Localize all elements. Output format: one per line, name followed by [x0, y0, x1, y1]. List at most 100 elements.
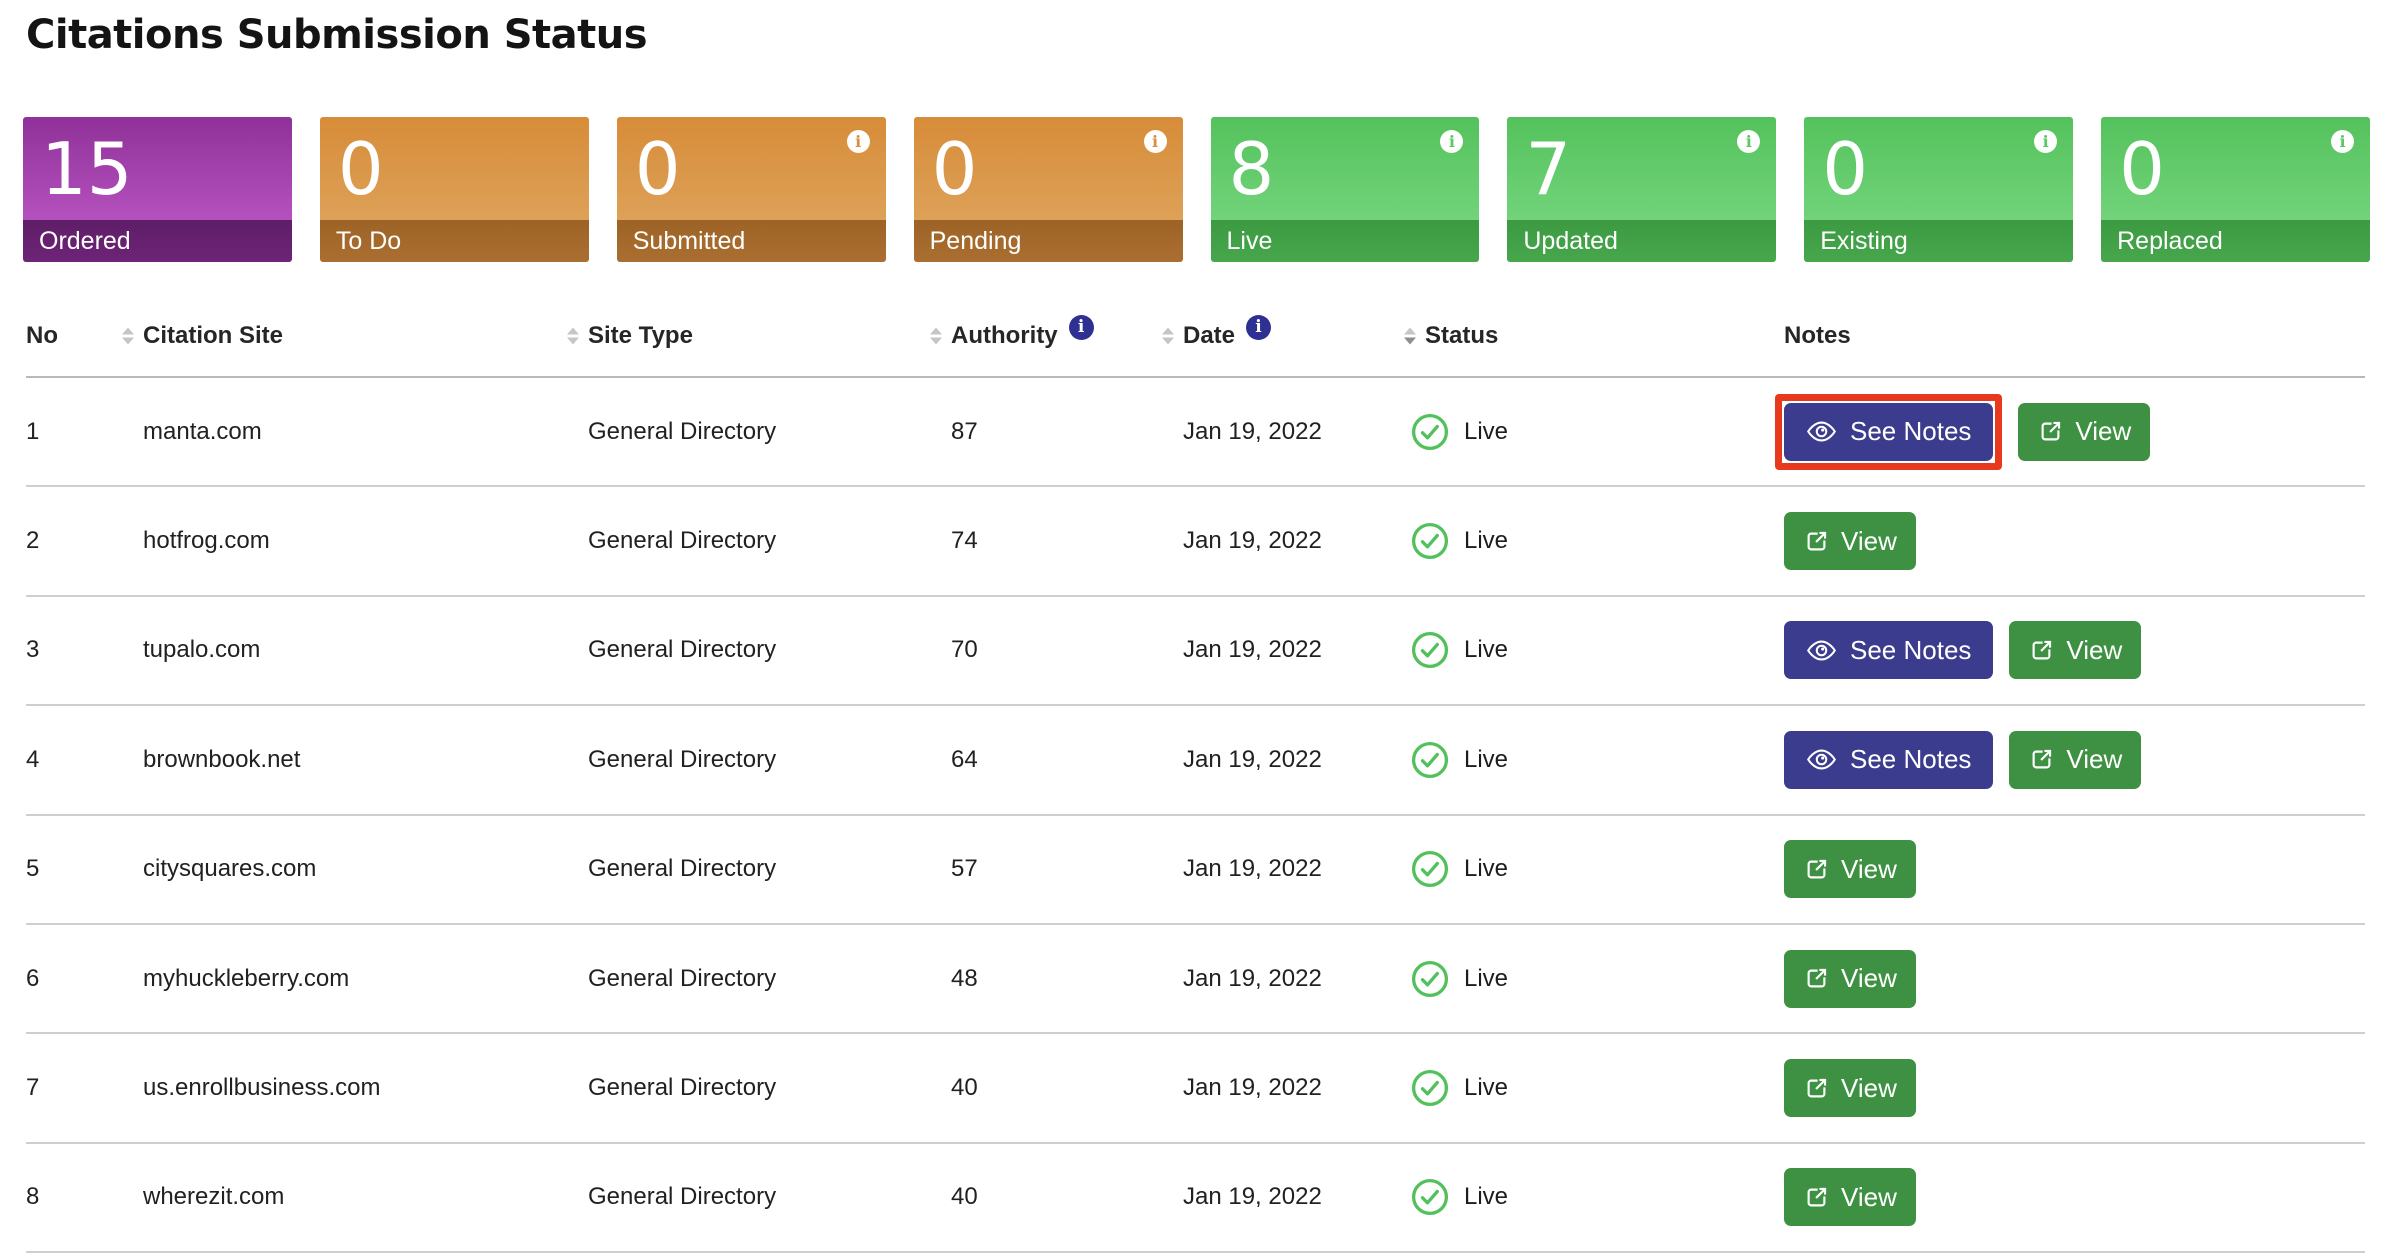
table-row: 3 tupalo.com General Directory 70 Jan 19…: [26, 597, 2365, 707]
row-number: 4: [26, 745, 40, 773]
status-badge: Live: [1411, 522, 1784, 560]
authority-score: 87: [951, 417, 978, 445]
view-button[interactable]: View: [1784, 1168, 1916, 1227]
info-icon[interactable]: [1246, 314, 1272, 340]
check-circle-icon: [1411, 632, 1449, 669]
sort-icon[interactable]: [1162, 327, 1174, 345]
view-button[interactable]: View: [1784, 512, 1916, 571]
info-icon[interactable]: [1440, 130, 1464, 153]
view-button[interactable]: View: [2018, 402, 2151, 461]
status-badge: Live: [1411, 413, 1784, 451]
eye-icon: [1807, 640, 1836, 661]
check-circle-icon: [1411, 413, 1449, 450]
submission-date: Jan 19, 2022: [1183, 527, 1322, 555]
info-icon[interactable]: [1143, 130, 1167, 153]
view-label: View: [1841, 1072, 1897, 1103]
authority-score: 70: [951, 636, 978, 664]
authority-score: 40: [951, 1074, 978, 1102]
see-notes-button[interactable]: See Notes: [1784, 621, 1994, 680]
authority-score: 74: [951, 527, 978, 555]
sort-icon[interactable]: [1404, 327, 1416, 345]
summary-card-todo[interactable]: 0 To Do: [319, 117, 589, 262]
row-number: 1: [26, 417, 40, 445]
citation-site: hotfrog.com: [143, 527, 270, 555]
column-header-date[interactable]: Date: [1162, 314, 1425, 350]
summary-card-submitted[interactable]: 0 Submitted: [616, 117, 886, 262]
status-label: Live: [1464, 1074, 1509, 1102]
view-button[interactable]: View: [1784, 840, 1916, 899]
view-label: View: [2066, 634, 2123, 665]
view-button[interactable]: View: [2009, 621, 2142, 680]
eye-icon: [1807, 421, 1836, 442]
card-label: Live: [1210, 220, 1480, 262]
status-label: Live: [1464, 964, 1509, 992]
info-icon[interactable]: [2331, 130, 2354, 153]
sort-icon[interactable]: [930, 327, 942, 345]
info-icon[interactable]: [846, 130, 870, 153]
summary-card-live[interactable]: 8 Live: [1210, 117, 1480, 262]
see-notes-button[interactable]: See Notes: [1784, 730, 1994, 789]
table-row: 5 citysquares.com General Directory 57 J…: [26, 816, 2365, 925]
check-circle-icon: [1411, 523, 1449, 560]
view-button[interactable]: View: [1784, 1059, 1916, 1118]
site-type: General Directory: [588, 745, 777, 773]
see-notes-label: See Notes: [1850, 416, 1972, 447]
summary-card-existing[interactable]: 0 Existing: [1804, 117, 2074, 262]
card-label: Replaced: [2101, 220, 2370, 262]
summary-card-pending[interactable]: 0 Pending: [913, 117, 1183, 262]
row-number: 5: [26, 855, 40, 883]
column-header-authority[interactable]: Authority: [930, 314, 1183, 350]
summary-card-ordered[interactable]: 15 Ordered: [23, 117, 292, 262]
external-link-icon: [2032, 640, 2052, 660]
table-row: 4 brownbook.net General Directory 64 Jan…: [26, 706, 2365, 816]
table-header: No Citation Site Site Type Authority Dat…: [26, 296, 2365, 378]
table-row: 6 myhuckleberry.com General Directory 48…: [26, 925, 2365, 1035]
card-top: 8: [1210, 117, 1480, 220]
submission-date: Jan 19, 2022: [1183, 745, 1322, 773]
info-icon[interactable]: [2034, 130, 2058, 153]
summary-card-replaced[interactable]: 0 Replaced: [2101, 117, 2370, 262]
card-value: 0: [1822, 126, 1869, 211]
sort-icon[interactable]: [122, 327, 134, 345]
notes-actions: View: [1784, 1168, 2365, 1227]
card-value: 7: [1525, 126, 1572, 211]
card-top: 0: [1804, 117, 2074, 220]
site-type: General Directory: [588, 527, 777, 555]
external-link-icon: [2032, 750, 2052, 769]
notes-actions: View: [1784, 840, 2365, 899]
status-label: Live: [1464, 855, 1509, 883]
citation-site: citysquares.com: [143, 855, 317, 883]
column-header-status[interactable]: Status: [1404, 322, 1784, 350]
external-link-icon: [1807, 1078, 1827, 1097]
view-button[interactable]: View: [2009, 730, 2142, 789]
sort-icon[interactable]: [567, 327, 579, 345]
row-number: 8: [26, 1183, 40, 1211]
column-label: Status: [1425, 322, 1499, 349]
check-circle-icon: [1411, 851, 1449, 888]
view-label: View: [2075, 416, 2132, 447]
info-icon[interactable]: [1068, 314, 1094, 340]
status-badge: Live: [1411, 741, 1784, 779]
view-label: View: [1841, 853, 1897, 884]
authority-score: 57: [951, 855, 978, 883]
external-link-icon: [1807, 859, 1827, 879]
table-row: 2 hotfrog.com General Directory 74 Jan 1…: [26, 487, 2365, 597]
card-top: 7: [1507, 117, 1777, 220]
external-link-icon: [1807, 531, 1827, 551]
card-value: 0: [634, 126, 681, 211]
info-icon[interactable]: [1737, 130, 1761, 153]
see-notes-button[interactable]: See Notes: [1784, 402, 1994, 461]
citation-site: tupalo.com: [143, 636, 261, 664]
authority-score: 64: [951, 745, 978, 773]
view-label: View: [1841, 963, 1897, 994]
card-top: 0: [616, 117, 886, 220]
view-button[interactable]: View: [1784, 949, 1916, 1008]
column-header-site-type[interactable]: Site Type: [567, 322, 951, 350]
summary-card-updated[interactable]: 7 Updated: [1507, 117, 1777, 262]
status-label: Live: [1464, 417, 1509, 445]
column-header-citation-site[interactable]: Citation Site: [122, 322, 588, 350]
column-label: Site Type: [588, 322, 693, 349]
notes-actions: View: [1784, 512, 2365, 571]
eye-icon: [1807, 749, 1836, 770]
site-type: General Directory: [588, 1183, 777, 1211]
